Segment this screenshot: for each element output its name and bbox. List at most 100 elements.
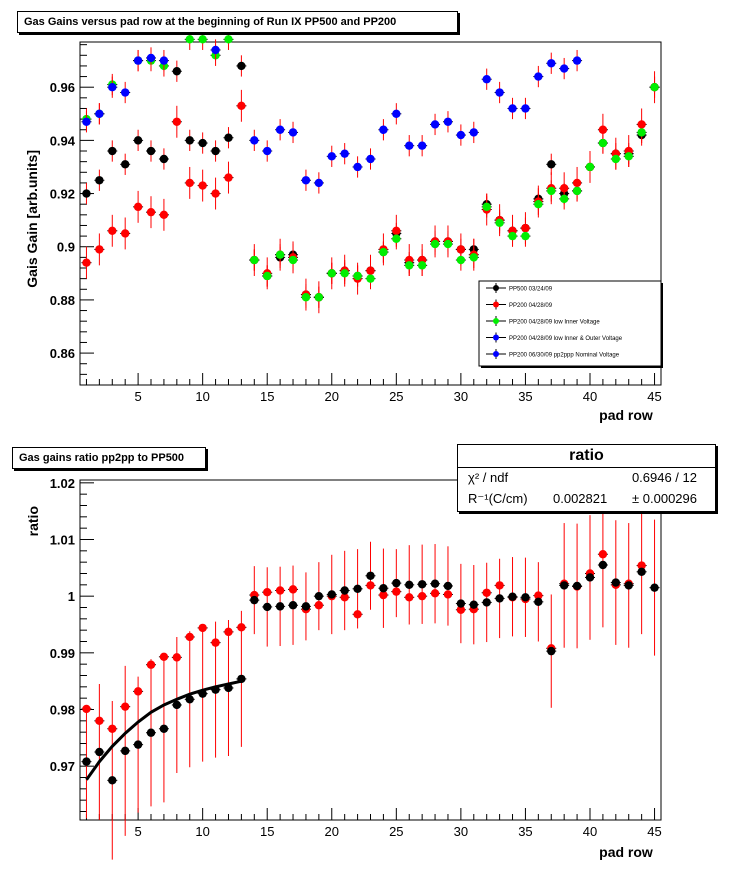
data-point [508, 592, 517, 601]
stats-row-chi2: χ² / ndf 0.6946 / 12 [458, 468, 715, 489]
data-point [159, 154, 169, 164]
data-point [275, 602, 285, 611]
data-point [547, 59, 556, 68]
data-point [353, 162, 362, 172]
data-point [637, 567, 646, 576]
data-point [211, 45, 220, 55]
data-point [327, 590, 336, 599]
data-point [495, 594, 504, 603]
stats-row-param: R⁻¹(C/cm) 0.002821 ± 0.000296 [458, 489, 715, 510]
data-point [366, 571, 375, 580]
data-point [198, 138, 207, 148]
data-point [456, 130, 466, 140]
data-point [263, 602, 272, 612]
stats-chi2-value: 0.6946 / 12 [631, 470, 697, 485]
data-point [379, 247, 388, 257]
data-point [314, 178, 324, 188]
data-point [392, 109, 401, 118]
x-tick-label: 5 [134, 824, 141, 839]
data-point [469, 128, 478, 137]
data-point [108, 226, 117, 235]
y-tick-label: 0.96 [50, 80, 75, 95]
x-tick-label: 45 [647, 389, 661, 404]
data-point [159, 210, 169, 220]
data-point [120, 88, 130, 97]
data-point [133, 136, 143, 145]
data-point [443, 581, 453, 591]
data-point [521, 104, 530, 113]
legend-marker [493, 318, 499, 324]
data-point [534, 597, 543, 607]
data-point [95, 245, 104, 254]
data-point [211, 189, 220, 198]
data-point [288, 255, 298, 265]
data-point [185, 136, 194, 145]
stats-param-value: 0.002821 [553, 491, 608, 506]
data-point [379, 584, 388, 593]
x-tick-label: 35 [518, 389, 532, 404]
x-tick-label: 30 [454, 389, 468, 404]
data-point [379, 125, 388, 134]
data-point [250, 255, 259, 265]
data-point [120, 229, 130, 238]
data-point [405, 261, 414, 270]
data-point [185, 178, 194, 188]
y-tick-label: 1 [68, 589, 75, 604]
data-point [469, 253, 478, 262]
data-point [172, 700, 182, 710]
x-tick-label: 15 [260, 824, 274, 839]
data-point [443, 117, 453, 126]
data-point [224, 173, 233, 182]
data-point [430, 579, 440, 588]
x-tick-label: 20 [325, 389, 339, 404]
data-point [624, 152, 633, 161]
x-tick-label: 30 [454, 824, 468, 839]
data-point [82, 258, 91, 267]
y-tick-label: 1.02 [50, 476, 75, 491]
stats-chi2-label: χ² / ndf [468, 470, 509, 485]
data-point [237, 101, 246, 111]
data-point [172, 117, 182, 126]
data-point [456, 599, 466, 608]
x-tick-label: 25 [389, 389, 403, 404]
legend-entry: PP200 04/28/09 low Inner Voltage [509, 320, 600, 326]
data-point [417, 261, 427, 270]
data-point [275, 250, 285, 259]
data-point [572, 56, 582, 65]
data-point [572, 581, 582, 591]
data-point [250, 595, 259, 605]
data-point [559, 64, 569, 73]
y-tick-label: 0.99 [50, 646, 75, 661]
legend-marker [493, 334, 499, 341]
data-point [146, 53, 156, 63]
data-point [95, 747, 104, 757]
data-point [82, 189, 91, 198]
ratio-plot: 5 10 15 20 25 30 35 40 45 0.97 0.98 0.99 1 1.01 1.02 pa… [25, 476, 662, 860]
data-point [405, 141, 414, 150]
data-point [598, 560, 608, 570]
data-point [585, 573, 595, 582]
x-tick-label: 15 [260, 389, 274, 404]
data-point [133, 202, 143, 212]
y-tick-label: 0.98 [50, 703, 75, 718]
data-point [159, 56, 169, 65]
data-point [547, 160, 556, 169]
data-point [301, 602, 311, 611]
y-tick-label: 0.9 [57, 240, 75, 255]
data-point [172, 67, 182, 76]
data-point [559, 194, 569, 204]
data-point [185, 695, 194, 704]
data-point [198, 35, 207, 44]
data-point [534, 72, 543, 81]
data-point [237, 61, 246, 71]
data-point [547, 646, 556, 656]
data-point [211, 146, 220, 156]
gas-gain-plot: 5 10 15 20 25 30 35 40 45 0.86 0.88 0.9 0.92 0.94 0.96… [24, 28, 663, 423]
data-point [469, 600, 478, 609]
x-tick-label: 5 [134, 389, 141, 404]
y-tick-label: 0.97 [50, 759, 75, 774]
x-axis-label: pad row [599, 407, 653, 423]
data-point [353, 271, 362, 281]
data-point [146, 207, 156, 217]
